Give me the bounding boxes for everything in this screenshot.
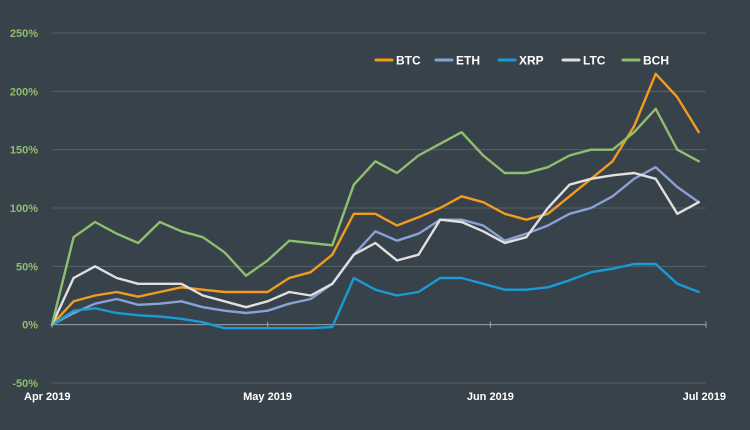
grid-lines (51, 32, 707, 384)
series-line-btc (50, 72, 700, 326)
x-axis-tick-labels: Apr 2019 May 2019 Jun 2019 Jul 2019 (24, 391, 726, 403)
x-tick-label: Apr 2019 (24, 391, 70, 403)
y-axis-tick-labels: -50% 0% 50% 100% 150% 200% 250% (10, 28, 38, 390)
y-tick-label: -50% (12, 378, 38, 390)
y-tick-label: 0% (22, 320, 38, 332)
y-tick-label: 150% (10, 145, 38, 157)
series-line-eth (50, 165, 700, 326)
y-tick-label: 100% (10, 203, 38, 215)
y-tick-label: 250% (10, 28, 38, 40)
series-line-ltc (50, 171, 700, 326)
y-tick-label: 200% (10, 86, 38, 98)
y-tick-label: 50% (16, 261, 38, 273)
series-line-bch (50, 107, 700, 326)
series-line-xrp (50, 262, 700, 330)
legend-label-xrp: XRP (519, 54, 544, 68)
legend: BTC ETH XRP LTC BCH (374, 54, 669, 68)
legend-label-bch: BCH (643, 54, 669, 68)
x-tick-label: Jun 2019 (467, 391, 514, 403)
legend-label-eth: ETH (456, 54, 480, 68)
legend-label-ltc: LTC (583, 54, 606, 68)
x-tick-label: May 2019 (243, 391, 292, 403)
x-tick-label: Jul 2019 (683, 391, 726, 403)
legend-label-btc: BTC (396, 54, 421, 68)
series-lines (50, 72, 700, 330)
